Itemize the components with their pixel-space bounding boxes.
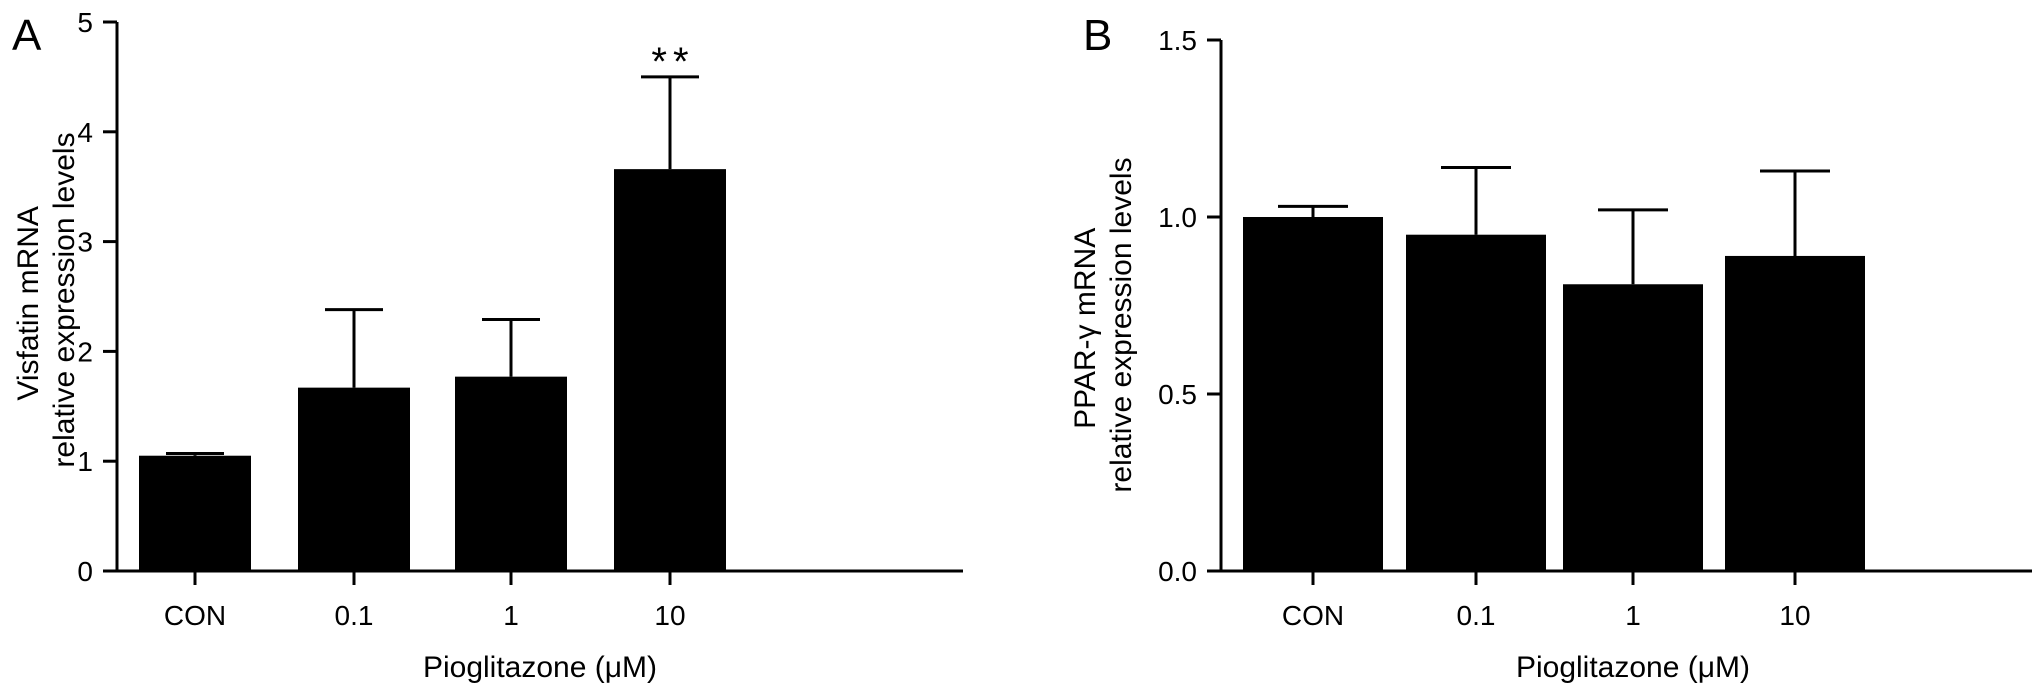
annotations: ** xyxy=(651,40,694,84)
bar-CON xyxy=(1243,217,1383,571)
x-tick-label: 1 xyxy=(1625,600,1641,631)
y-ticks: 0.0 0.5 1.0 1.5 xyxy=(1158,25,1221,587)
y-ticks: 0 1 2 3 4 5 xyxy=(77,7,117,587)
x-tick-label: 0.1 xyxy=(1457,600,1496,631)
x-tick-label: 10 xyxy=(1779,600,1810,631)
significance-marker: ** xyxy=(651,40,694,84)
y-tick-label: 0.0 xyxy=(1158,556,1197,587)
error-bar-10 xyxy=(641,75,699,170)
y-tick-label: 5 xyxy=(77,7,93,38)
bar-0.1 xyxy=(298,387,410,571)
panel-b: B 0.0 0.5 1.0 1.5 CON 0.1 1 10 Pioglitazone (μ… xyxy=(1069,11,2032,684)
x-tick-label: CON xyxy=(1282,600,1344,631)
y-tick-label: 1.0 xyxy=(1158,202,1197,233)
bars xyxy=(1243,217,1865,571)
error-bar-1 xyxy=(482,318,540,377)
y-tick-label: 2 xyxy=(77,336,93,367)
bar-1 xyxy=(455,376,567,571)
y-tick-label: 1 xyxy=(77,446,93,477)
bars xyxy=(139,169,726,571)
y-tick-label: 3 xyxy=(77,227,93,258)
x-axis-title: Pioglitazone (μM) xyxy=(1516,651,1750,684)
bar-10 xyxy=(1725,255,1865,571)
bar-CON xyxy=(139,455,251,571)
y-tick-label: 0 xyxy=(77,556,93,587)
y-axis-title-line-2: relative expression levels xyxy=(48,132,81,467)
y-tick-label: 0.5 xyxy=(1158,379,1197,410)
error-bar-CON xyxy=(166,452,224,456)
y-axis-title-line-1: PPAR-γ mRNA xyxy=(1069,228,1102,429)
y-tick-label: 1.5 xyxy=(1158,25,1197,56)
y-axis-title: Visfatin mRNA relative expression levels xyxy=(12,132,81,467)
x-tick-label: CON xyxy=(164,600,226,631)
y-axis-title: PPAR-γ mRNA relative expression levels xyxy=(1069,157,1138,492)
x-ticks: CON 0.1 1 10 xyxy=(1282,571,1811,631)
bar-10 xyxy=(614,169,726,571)
x-tick-label: 10 xyxy=(654,600,685,631)
error-bar-10 xyxy=(1760,169,1830,256)
error-bar-CON xyxy=(1278,204,1348,217)
y-axis-title-line-1: Visfatin mRNA xyxy=(12,206,45,400)
bar-1 xyxy=(1563,284,1703,571)
panel-letter-b: B xyxy=(1083,11,1112,60)
error-bars xyxy=(166,75,699,456)
y-tick-label: 4 xyxy=(77,117,93,148)
bar-0.1 xyxy=(1406,234,1546,571)
x-tick-label: 1 xyxy=(503,600,519,631)
error-bar-0.1 xyxy=(1441,165,1511,235)
panel-letter-a: A xyxy=(12,11,42,60)
error-bar-1 xyxy=(1598,208,1668,285)
error-bars xyxy=(1278,165,1830,285)
error-bar-0.1 xyxy=(325,308,383,388)
x-axis-title: Pioglitazone (μM) xyxy=(423,651,657,684)
x-ticks: CON 0.1 1 10 xyxy=(164,571,686,631)
x-tick-label: 0.1 xyxy=(335,600,374,631)
y-axis-title-line-2: relative expression levels xyxy=(1105,157,1138,492)
